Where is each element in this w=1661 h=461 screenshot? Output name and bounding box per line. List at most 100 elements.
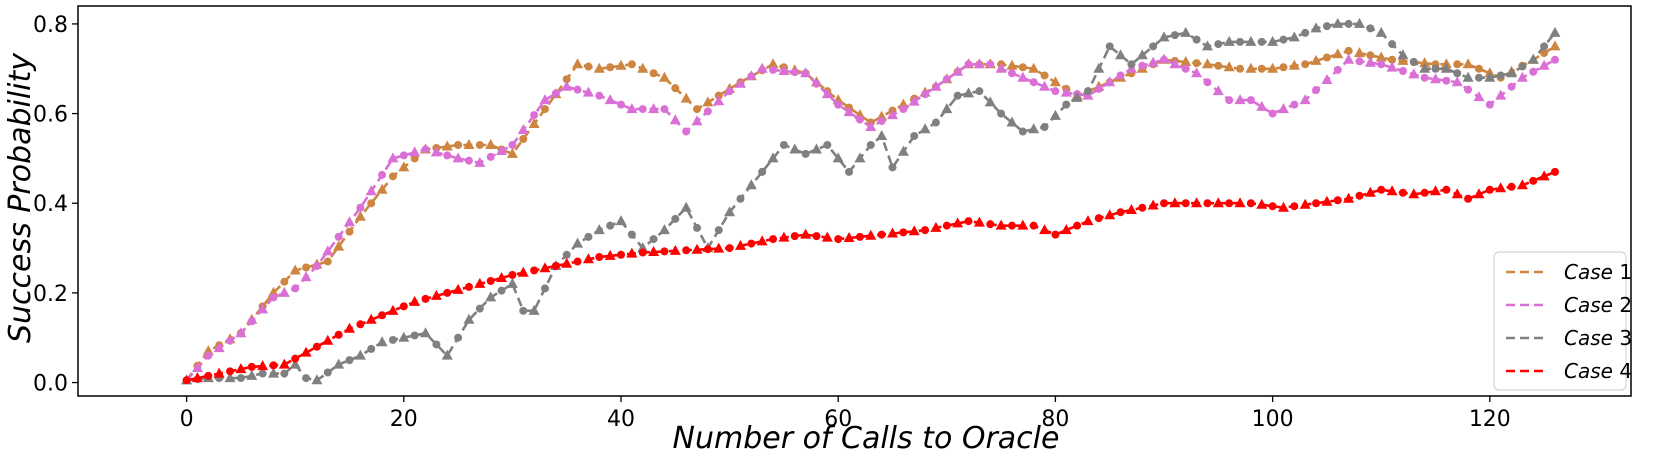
data-point-triangle <box>1484 71 1496 82</box>
data-point-circle <box>855 115 864 124</box>
data-point-circle <box>1018 63 1027 72</box>
data-point-triangle <box>1419 62 1431 73</box>
data-point-triangle <box>1104 209 1116 220</box>
data-point-circle <box>1322 53 1331 62</box>
data-point-triangle <box>1180 56 1192 67</box>
data-point-circle <box>682 246 691 255</box>
legend-label: Case 2 <box>1564 293 1632 317</box>
data-point-circle <box>551 89 560 98</box>
data-point-triangle <box>1060 86 1072 97</box>
data-point-triangle <box>365 313 377 324</box>
data-point-triangle <box>1147 56 1159 67</box>
data-point-triangle <box>322 245 334 256</box>
data-point-circle <box>1485 100 1494 109</box>
data-point-triangle <box>1506 67 1518 78</box>
data-point-triangle <box>593 224 605 235</box>
data-point-triangle <box>528 304 540 315</box>
data-point-circle <box>1236 64 1245 73</box>
data-point-circle <box>1094 214 1103 223</box>
data-point-circle <box>617 100 626 109</box>
legend-box <box>1493 251 1627 391</box>
data-point-circle <box>866 140 875 149</box>
data-point-triangle <box>582 253 594 264</box>
data-point-circle <box>1474 73 1483 82</box>
data-point-triangle <box>213 367 225 378</box>
x-tick-label: 20 <box>390 407 418 432</box>
data-point-triangle <box>344 216 356 227</box>
data-point-circle <box>345 356 354 365</box>
data-point-circle <box>758 167 767 176</box>
data-point-triangle <box>300 271 312 282</box>
data-point-triangle <box>919 123 931 134</box>
data-point-triangle <box>1082 215 1094 226</box>
data-point-circle <box>649 235 658 244</box>
data-point-triangle <box>1451 188 1463 199</box>
data-point-circle <box>877 117 886 126</box>
data-point-circle <box>378 311 387 320</box>
data-point-triangle <box>800 67 812 78</box>
data-point-triangle <box>1310 22 1322 33</box>
data-point-circle <box>747 239 756 248</box>
data-point-circle <box>1181 199 1190 208</box>
data-point-circle <box>888 163 897 172</box>
data-point-circle <box>1279 35 1288 44</box>
data-point-circle <box>551 262 560 270</box>
data-point-triangle <box>1299 94 1311 105</box>
data-point-circle <box>845 167 854 176</box>
data-point-circle <box>1485 185 1494 194</box>
data-point-circle <box>1062 100 1071 109</box>
data-point-circle <box>464 156 473 165</box>
data-point-triangle <box>930 80 942 91</box>
data-point-circle <box>1377 60 1386 69</box>
data-point-circle <box>334 232 343 241</box>
data-point-circle <box>1257 37 1266 46</box>
data-point-circle <box>540 284 549 293</box>
legend-label-number: 3 <box>1619 326 1632 350</box>
data-point-triangle <box>485 291 497 302</box>
data-point-circle <box>1225 199 1234 208</box>
data-point-circle <box>736 194 745 203</box>
data-point-triangle <box>637 242 649 253</box>
data-point-triangle <box>930 221 942 232</box>
data-point-triangle <box>278 286 290 297</box>
data-point-triangle <box>1288 59 1300 70</box>
data-point-circle <box>280 369 289 378</box>
data-point-triangle <box>1538 170 1550 181</box>
data-point-circle <box>606 221 615 230</box>
data-point-circle <box>1442 185 1451 194</box>
data-point-triangle <box>561 80 573 91</box>
data-point-circle <box>1344 19 1353 28</box>
data-point-circle <box>812 232 821 241</box>
data-point-circle <box>486 152 495 161</box>
data-point-triangle <box>398 331 410 342</box>
data-point-triangle <box>1158 31 1170 42</box>
data-point-triangle <box>344 322 356 333</box>
data-point-circle <box>769 65 778 74</box>
data-point-circle <box>1192 59 1201 68</box>
data-point-circle <box>855 232 864 241</box>
data-point-triangle <box>984 96 996 107</box>
data-point-triangle <box>1267 35 1279 46</box>
data-point-circle <box>627 60 636 69</box>
data-point-circle <box>1366 51 1375 60</box>
data-point-circle <box>1518 62 1527 71</box>
data-point-triangle <box>572 58 584 69</box>
data-point-triangle <box>213 342 225 353</box>
data-point-circle <box>1333 65 1342 74</box>
data-point-triangle <box>387 304 399 315</box>
data-point-circle <box>312 342 321 351</box>
data-point-triangle <box>1440 62 1452 73</box>
data-point-triangle <box>506 277 518 288</box>
data-point-circle <box>1040 71 1049 80</box>
data-point-triangle <box>1049 109 1061 120</box>
data-point-triangle <box>1430 185 1442 196</box>
data-point-triangle <box>387 152 399 163</box>
data-point-circle <box>562 75 571 84</box>
data-point-circle <box>986 220 995 229</box>
data-point-circle <box>464 282 473 291</box>
data-point-triangle <box>1408 68 1420 79</box>
data-point-circle <box>953 91 962 100</box>
data-point-triangle <box>1234 94 1246 105</box>
data-point-triangle <box>1549 26 1561 37</box>
data-point-triangle <box>648 245 660 256</box>
